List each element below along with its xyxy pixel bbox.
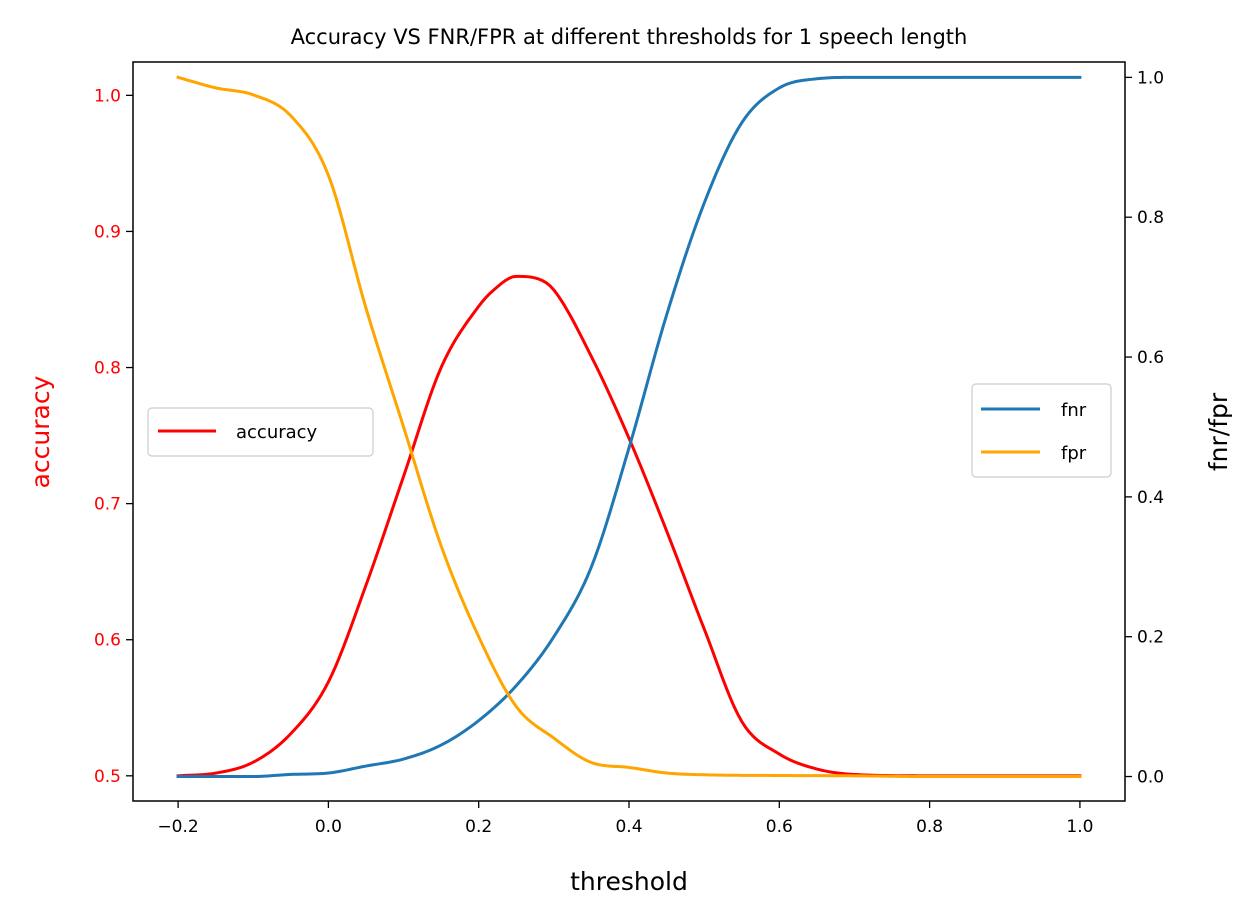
series-line-fpr <box>176 75 1082 779</box>
legend-fnr-fpr: fnr fpr <box>971 383 1112 478</box>
y-right-axis-label: fnr/fpr <box>1204 392 1233 471</box>
y-right-axis-ticks: 0.0 0.2 0.4 0.6 0.8 1.0 <box>1125 68 1164 788</box>
x-axis-label: threshold <box>570 867 688 896</box>
legend-fpr-label: fpr <box>1061 443 1087 464</box>
x-tick-label: 1.0 <box>1066 817 1093 837</box>
chart-title: Accuracy VS FNR/FPR at different thresho… <box>291 25 968 49</box>
y-right-tick-label: 1.0 <box>1137 68 1164 88</box>
y-left-tick-label: 0.6 <box>94 631 121 651</box>
legend-accuracy: accuracy <box>147 407 374 457</box>
y-left-tick-label: 0.5 <box>94 767 121 787</box>
y-right-tick-label: 0.4 <box>1137 488 1164 508</box>
x-axis-ticks: −0.2 0.0 0.2 0.4 0.6 0.8 1.0 <box>157 801 1093 837</box>
legend-accuracy-label: accuracy <box>236 422 318 443</box>
y-left-tick-label: 0.9 <box>94 222 121 242</box>
y-right-tick-label: 0.6 <box>1137 348 1164 368</box>
x-tick-label: 0.2 <box>465 817 492 837</box>
legend-fnr-label: fnr <box>1061 400 1087 421</box>
y-right-tick-label: 0.2 <box>1137 628 1164 648</box>
x-tick-label: 0.4 <box>615 817 642 837</box>
series-line-accuracy <box>176 274 1082 778</box>
y-left-axis-ticks: 0.5 0.6 0.7 0.8 0.9 1.0 <box>94 86 133 787</box>
x-tick-label: 0.8 <box>916 817 943 837</box>
x-tick-label: 0.0 <box>315 817 342 837</box>
plot-lines <box>176 75 1082 779</box>
y-right-tick-label: 0.8 <box>1137 208 1164 228</box>
x-tick-label: −0.2 <box>157 817 198 837</box>
x-tick-label: 0.6 <box>766 817 793 837</box>
y-left-tick-label: 1.0 <box>94 86 121 106</box>
y-left-tick-label: 0.8 <box>94 359 121 379</box>
y-left-tick-label: 0.7 <box>94 495 121 515</box>
y-right-tick-label: 0.0 <box>1137 768 1164 788</box>
y-left-axis-label: accuracy <box>26 375 55 488</box>
series-line-fnr <box>176 75 1082 779</box>
